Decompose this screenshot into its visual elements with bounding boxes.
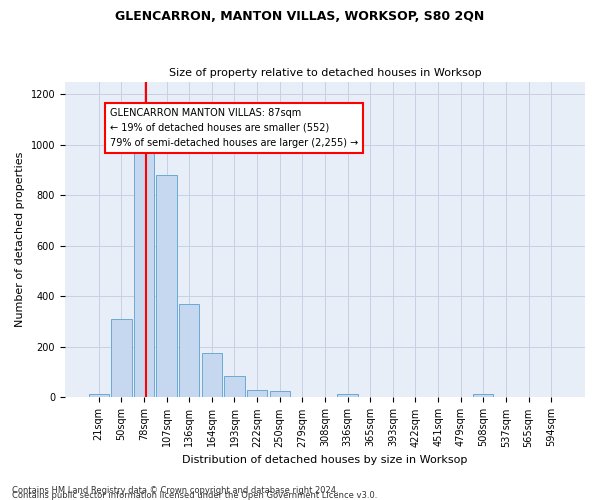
Text: Contains HM Land Registry data © Crown copyright and database right 2024.: Contains HM Land Registry data © Crown c…	[12, 486, 338, 495]
Bar	[111, 319, 131, 398]
Bar	[179, 304, 199, 398]
Y-axis label: Number of detached properties: Number of detached properties	[15, 152, 25, 327]
Text: Contains public sector information licensed under the Open Government Licence v3: Contains public sector information licen…	[12, 491, 377, 500]
Bar	[89, 394, 109, 398]
Bar	[247, 390, 267, 398]
Text: GLENCARRON, MANTON VILLAS, WORKSOP, S80 2QN: GLENCARRON, MANTON VILLAS, WORKSOP, S80 …	[115, 10, 485, 23]
Title: Size of property relative to detached houses in Worksop: Size of property relative to detached ho…	[169, 68, 481, 78]
Bar	[157, 175, 177, 398]
X-axis label: Distribution of detached houses by size in Worksop: Distribution of detached houses by size …	[182, 455, 467, 465]
Bar	[224, 376, 245, 398]
Bar	[473, 394, 493, 398]
Bar	[337, 394, 358, 398]
Bar	[134, 148, 154, 398]
Text: GLENCARRON MANTON VILLAS: 87sqm
← 19% of detached houses are smaller (552)
79% o: GLENCARRON MANTON VILLAS: 87sqm ← 19% of…	[110, 108, 358, 148]
Bar	[269, 391, 290, 398]
Bar	[202, 353, 222, 398]
